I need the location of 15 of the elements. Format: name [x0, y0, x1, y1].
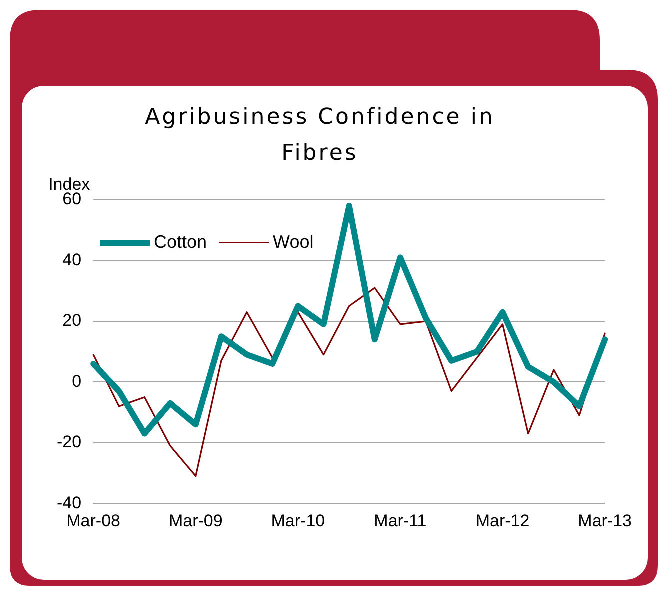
y-tick-label: -40	[56, 493, 82, 512]
x-tick-label: Mar-08	[66, 511, 120, 530]
x-tick-label: Mar-12	[476, 511, 530, 530]
y-tick-label: 60	[62, 190, 82, 209]
y-tick-label: -20	[56, 432, 82, 452]
x-tick-label: Mar-09	[168, 511, 223, 530]
x-tick-label: Mar-13	[578, 511, 632, 530]
legend-label: Wool	[273, 232, 314, 253]
legend-label: Cotton	[154, 232, 208, 253]
x-tick-label: Mar-11	[374, 511, 427, 530]
y-tick-label: 0	[72, 372, 82, 391]
y-tick-label: 40	[62, 250, 82, 270]
chart-title: Agribusiness Confidence in Fibres	[144, 104, 496, 168]
y-tick-label: 20	[62, 311, 82, 330]
x-tick-label: Mar-10	[271, 511, 326, 530]
